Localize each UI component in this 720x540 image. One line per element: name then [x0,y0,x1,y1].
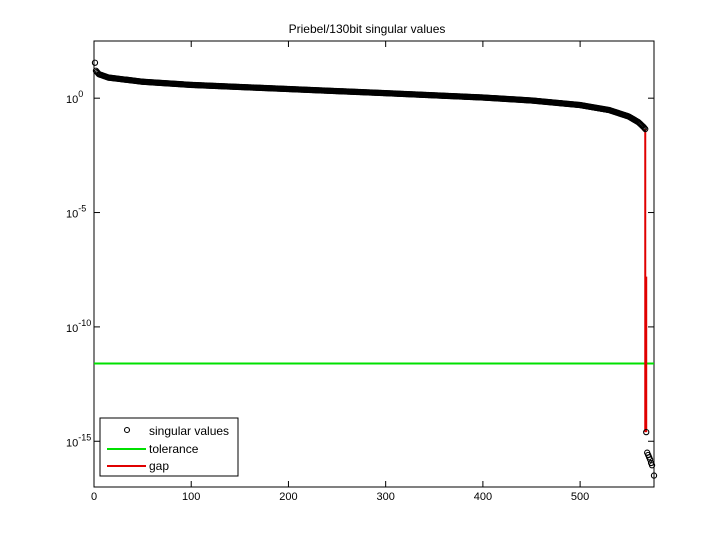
y-tick-label: 10-10 [66,318,91,335]
singular-value-point [643,428,650,436]
y-tick-label: 10-15 [66,432,91,449]
singular-value-point [641,124,648,132]
chart-title: Priebel/130bit singular values [289,22,446,36]
y-tick-label-exponent: -10 [78,318,91,328]
singular-values-series [91,59,658,479]
x-tick-label: 500 [571,491,589,503]
singular-value-point [91,59,99,66]
legend-marker-singular-values [123,426,131,434]
legend: singular values tolerance gap [99,417,239,477]
legend-label-tolerance: tolerance [149,442,199,456]
singular-value-point [642,125,649,133]
y-tick-label: 10-5 [66,204,86,221]
legend-label-singular-values: singular values [149,424,229,438]
x-tick-label: 400 [474,491,492,503]
y-tick-label-base: 10 [66,323,78,335]
x-tick-labels: 0 100 200 300 400 500 [91,491,589,503]
y-tick-label-base: 10 [66,209,78,221]
y-tick-label-exponent: 0 [78,89,83,99]
singular-value-point [650,472,658,479]
gap-series [644,129,648,433]
y-tick-label-base: 10 [66,437,78,449]
x-tick-label: 300 [376,491,394,503]
x-tick-label: 200 [279,491,297,503]
tick-marks [93,41,654,487]
y-tick-label-base: 10 [66,94,78,106]
singular-value-point [646,456,654,463]
x-tick-label: 0 [91,491,97,503]
y-tick-label-exponent: -15 [78,432,91,442]
legend-label-gap: gap [149,459,169,473]
y-tick-label: 100 [66,89,83,106]
x-tick-label: 100 [182,491,200,503]
singular-value-point [648,462,656,469]
y-tick-label-exponent: -5 [78,204,86,214]
axes-box [93,40,655,488]
